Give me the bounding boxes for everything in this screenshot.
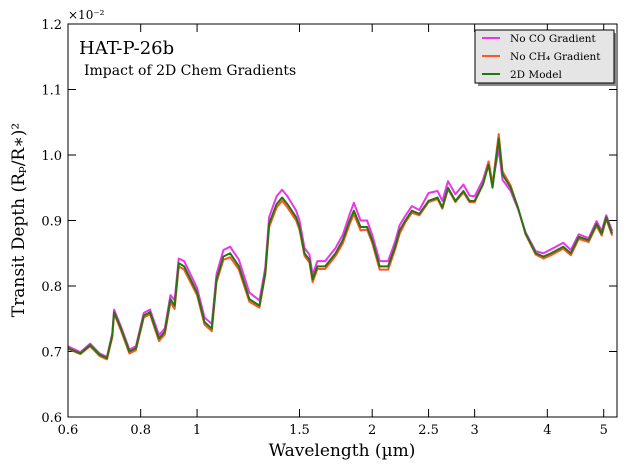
x-tick-label: 0.6 [58, 423, 79, 438]
series-line [67, 147, 614, 358]
series-line [67, 137, 614, 360]
x-tick-label: 5 [600, 423, 608, 438]
chart-title: HAT-P-26b [79, 38, 174, 59]
y-tick-label: 0.9 [41, 215, 62, 230]
y-tick-label: 0.7 [41, 346, 62, 361]
y-axis-label: Transit Depth (Rₚ/R∗)² [9, 123, 29, 317]
x-tick-label: 2.5 [418, 423, 439, 438]
x-tick-label: 3 [471, 423, 479, 438]
x-tick-label: 1 [193, 423, 201, 438]
y-tick-label: 1.0 [41, 149, 62, 164]
x-tick-label: 1.5 [289, 423, 310, 438]
y-offset-label: ×10⁻² [68, 8, 105, 22]
chart-subtitle: Impact of 2D Chem Gradients [84, 63, 296, 79]
x-axis-label: Wavelength (µm) [269, 441, 416, 461]
y-tick-label: 1.1 [41, 84, 62, 99]
x-tick-label: 2 [368, 423, 376, 438]
legend: No CO Gradient No CH₄ Gradient 2D Model [474, 29, 617, 86]
y-tick-label: 0.8 [41, 280, 62, 295]
x-tick-label: 4 [543, 423, 551, 438]
plot-frame [67, 23, 618, 418]
y-tick-label: 0.6 [41, 411, 62, 426]
legend-label: No CH₄ Gradient [510, 51, 601, 63]
x-tick-label: 0.8 [130, 423, 151, 438]
legend-label: No CO Gradient [510, 33, 597, 45]
y-tick-label: 1.2 [41, 18, 62, 33]
legend-label: 2D Model [510, 69, 562, 81]
